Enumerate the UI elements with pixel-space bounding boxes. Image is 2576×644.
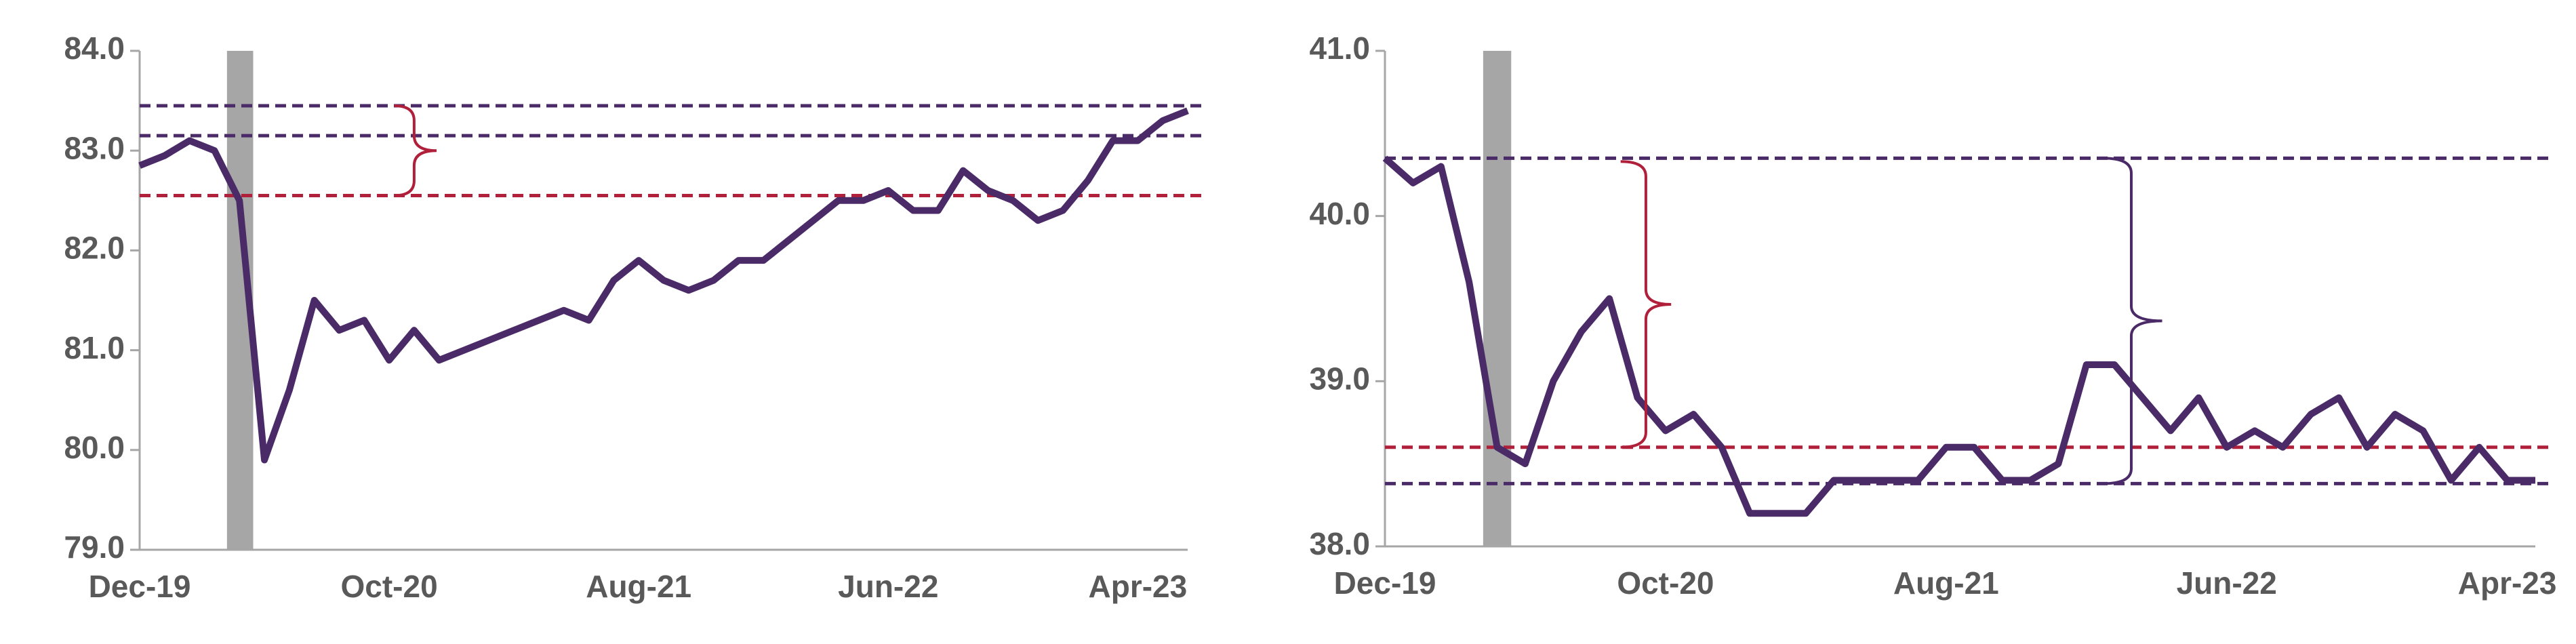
y-tick-label: 80.0 [64, 430, 125, 465]
data-line [138, 107, 1189, 464]
y-tick-label: 38.0 [1309, 526, 1370, 561]
data-line [1382, 155, 2535, 517]
y-tick-label: 40.0 [1309, 196, 1370, 231]
x-tick-label: Jun-22 [2177, 565, 2277, 601]
x-tick-label: Oct-20 [1617, 565, 1714, 601]
x-tick-label: Apr-23 [1089, 569, 1188, 604]
y-tick-label: 79.0 [64, 529, 125, 565]
x-tick-label: Dec-19 [1334, 565, 1436, 601]
x-tick-label: Dec-19 [89, 569, 191, 604]
x-tick-label: Aug-21 [1893, 565, 1999, 601]
y-tick-label: 82.0 [64, 230, 125, 266]
y-tick-label: 83.0 [64, 130, 125, 165]
y-tick-label: 41.0 [1309, 31, 1370, 66]
x-tick-label: Oct-20 [341, 569, 438, 604]
x-tick-label: Jun-22 [838, 569, 938, 604]
brace [2103, 157, 2162, 485]
y-tick-label: 39.0 [1309, 361, 1370, 396]
shaded-region [1483, 51, 1512, 546]
y-tick-label: 81.0 [64, 330, 125, 365]
x-tick-label: Apr-23 [2458, 565, 2557, 601]
x-tick-label: Aug-21 [586, 569, 691, 604]
brace [1620, 160, 1672, 449]
y-tick-label: 84.0 [64, 31, 125, 66]
brace [394, 104, 437, 197]
